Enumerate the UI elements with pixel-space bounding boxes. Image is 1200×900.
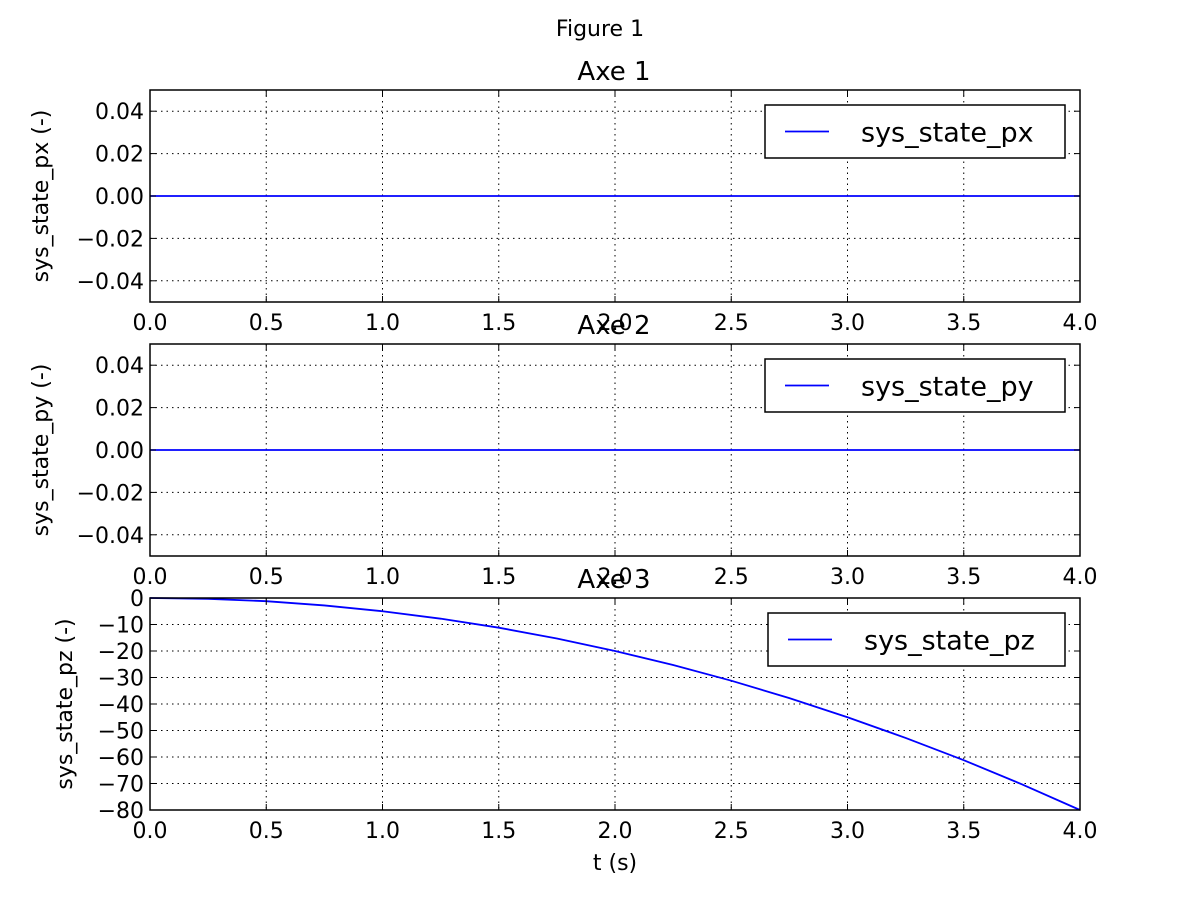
y-tick-label: −80 (98, 799, 144, 824)
x-tick-label: 0.5 (249, 311, 284, 336)
y-tick-label: −60 (98, 746, 144, 771)
x-tick-label: 0.0 (133, 565, 168, 590)
y-axis-label: sys_state_py (-) (29, 364, 54, 537)
x-tick-label: 2.0 (598, 565, 633, 590)
y-tick-label: −50 (98, 720, 144, 745)
x-tick-label: 2.5 (714, 819, 749, 844)
axes-title: Axe 1 (577, 57, 650, 87)
y-tick-label: −0.04 (77, 270, 144, 295)
y-tick-label: 0.02 (95, 397, 144, 422)
axes-title: Axe 2 (577, 311, 650, 341)
x-tick-label: 2.5 (714, 565, 749, 590)
x-tick-label: 1.5 (481, 565, 516, 590)
x-tick-label: 3.0 (830, 311, 865, 336)
x-axis-label: t (s) (593, 851, 637, 876)
legend: sys_state_py (764, 358, 1066, 413)
x-tick-label: 4.0 (1063, 819, 1098, 844)
x-tick-label: 4.0 (1063, 565, 1098, 590)
y-tick-label: 0.04 (95, 354, 144, 379)
legend: sys_state_pz (767, 612, 1066, 667)
y-tick-label: 0.04 (95, 100, 144, 125)
x-tick-label: 3.5 (946, 311, 981, 336)
y-tick-label: 0.00 (95, 185, 144, 210)
legend-label: sys_state_pz (864, 626, 1035, 657)
y-tick-label: 0.02 (95, 143, 144, 168)
x-tick-label: 3.0 (830, 565, 865, 590)
x-tick-label: 3.5 (946, 819, 981, 844)
x-tick-label: 3.5 (946, 565, 981, 590)
figure-title: Figure 1 (556, 17, 644, 42)
y-axis-label: sys_state_pz (-) (53, 618, 78, 789)
x-tick-label: 1.0 (365, 565, 400, 590)
x-tick-label: 1.5 (481, 819, 516, 844)
series-line-sys_state_pz (149, 597, 1081, 811)
legend-label: sys_state_px (861, 118, 1034, 149)
axes-container: 0.0 0.5 1.0 1.5 2.0 2.5 3.0 3.5 4.00.040.020.00−… (29, 57, 1098, 844)
y-tick-label: 0.00 (95, 439, 144, 464)
x-tick-label: 2.5 (714, 311, 749, 336)
x-tick-label: 3.0 (830, 819, 865, 844)
y-axis-label: sys_state_px (-) (29, 110, 54, 283)
x-tick-label: 1.0 (365, 819, 400, 844)
y-tick-label: −0.02 (77, 481, 144, 506)
y-tick-label: −70 (98, 773, 144, 798)
axes-3: 0.0 0.5 1.0 1.5 2.0 2.5 3.0 3.5 4.0 0−10−20−30−40… (53, 565, 1098, 844)
axes-2: 0.0 0.5 1.0 1.5 2.0 2.5 3.0 3.5 4.0 0.04 0.02 0.00 −… (29, 311, 1098, 590)
x-tick-label: 0.0 (133, 819, 168, 844)
legend: sys_state_px (764, 104, 1066, 159)
x-tick-label: 2.0 (598, 311, 633, 336)
legend-label: sys_state_py (861, 372, 1034, 403)
y-tick-label: −30 (98, 667, 144, 692)
axes-title: Axe 3 (577, 565, 650, 595)
y-tick-label: −0.02 (77, 227, 144, 252)
x-tick-label: 1.0 (365, 311, 400, 336)
y-tick-label: −0.04 (77, 524, 144, 549)
axes-1: 0.0 0.5 1.0 1.5 2.0 2.5 3.0 3.5 4.0 0.04 0.02 0.00 −… (29, 57, 1098, 336)
x-tick-label: 4.0 (1063, 311, 1098, 336)
y-tick-label: −40 (98, 693, 144, 718)
x-tick-label: 0.5 (249, 819, 284, 844)
y-tick-label: 0 (130, 587, 144, 612)
x-tick-label: 1.5 (481, 311, 516, 336)
y-tick-label: −10 (98, 614, 144, 639)
y-tick-label: −20 (98, 640, 144, 665)
x-tick-label: 0.5 (249, 565, 284, 590)
x-tick-label: 0.0 (133, 311, 168, 336)
x-tick-label: 2.0 (598, 819, 633, 844)
